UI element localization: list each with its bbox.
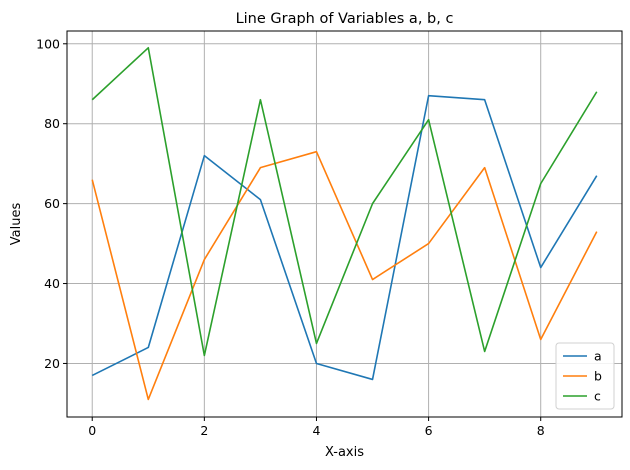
series-line-b	[91, 150, 598, 401]
y-tick-label: 80	[44, 116, 60, 131]
y-tick-label: 20	[44, 356, 60, 371]
legend-label-b: b	[594, 369, 602, 384]
series-lines	[91, 46, 598, 401]
legend: abc	[555, 342, 615, 410]
plot-frame	[66, 30, 623, 418]
legend-label-c: c	[594, 389, 601, 404]
axis-ticks: 0 2 4 6 8 20 40 60 80 100	[36, 36, 545, 438]
x-tick-label: 4	[312, 423, 320, 438]
chart-title: Line Graph of Variables a, b, c	[236, 11, 454, 27]
x-axis-title: X-axis	[325, 445, 364, 460]
y-axis-title: Values	[9, 203, 24, 246]
x-tick-label: 8	[537, 423, 545, 438]
x-tick-label: 6	[425, 423, 433, 438]
series-line-a	[91, 94, 598, 381]
y-tick-label: 40	[44, 276, 60, 291]
legend-label-a: a	[594, 349, 602, 364]
y-tick-label: 60	[44, 196, 60, 211]
x-tick-label: 2	[200, 423, 208, 438]
grid	[67, 31, 622, 417]
series-line-c	[91, 46, 598, 357]
y-tick-label: 100	[36, 36, 60, 51]
x-tick-label: 0	[88, 423, 96, 438]
